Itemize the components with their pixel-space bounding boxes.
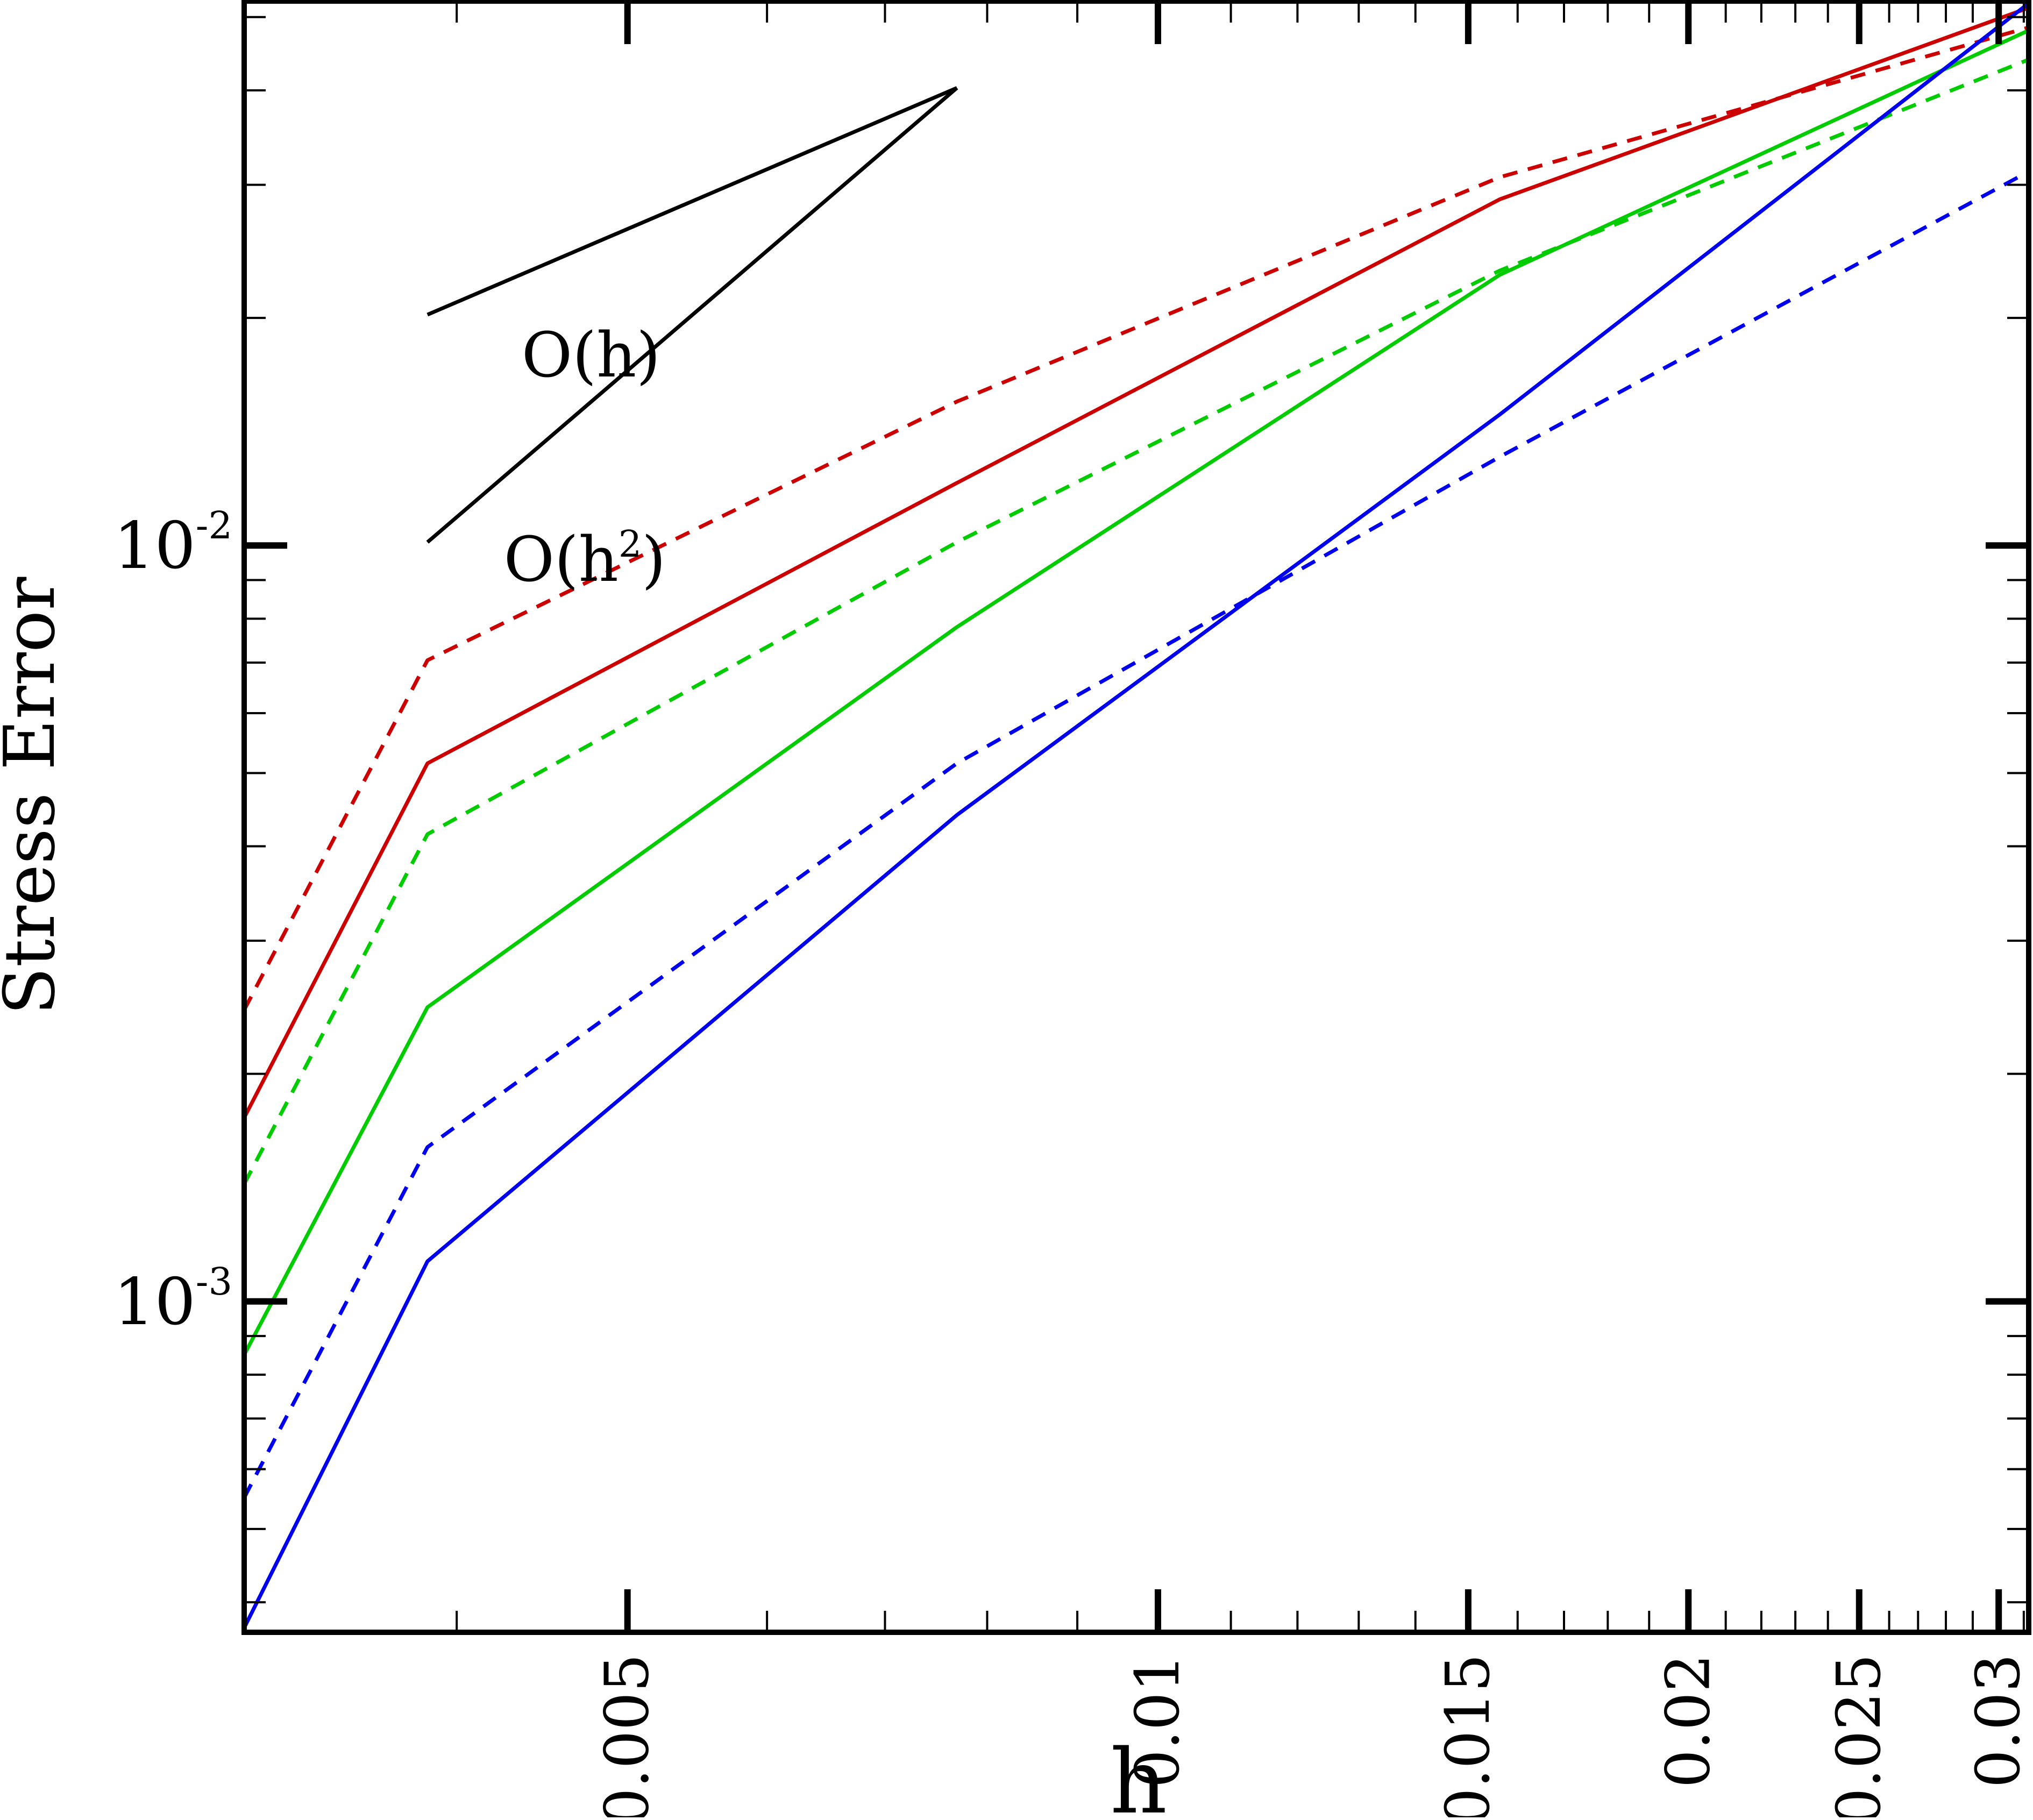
- plot-frame: [241, 0, 2031, 1635]
- reference-slopes: [426, 86, 958, 544]
- x-tick-label: 0.03: [1964, 1654, 2033, 1788]
- x-axis-label: h: [1110, 1730, 1167, 1817]
- x-tick-label: 0.025: [1824, 1654, 1894, 1817]
- x-tick-label: 0.02: [1653, 1654, 1723, 1788]
- tick-layer: 10-2 10-3 0.005 0.01 0.015 0.02 0.025 0.03: [113, 1, 2033, 1820]
- series-line-4-dashed: [244, 57, 2029, 1185]
- series-line-5-solid: [244, 1, 2029, 1629]
- slope-line-o-h: [426, 86, 958, 317]
- annotation-o-h2: O(h2): [504, 523, 666, 596]
- annotation-o-h2-exponent: 2: [619, 523, 642, 566]
- x-tick-label: 0.015: [1433, 1654, 1503, 1817]
- series-layer: [244, 1, 2029, 1629]
- annotation-o-h2-base: O(h: [504, 524, 619, 596]
- label-layer: Stress Error h O(h) O(h2): [0, 319, 1167, 1820]
- y-tick-label: 10-3: [113, 1260, 232, 1340]
- annotation-o-h: O(h): [522, 319, 660, 392]
- slope-line-o-h2: [426, 86, 958, 544]
- annotation-o-h2-suffix: ): [642, 524, 666, 596]
- y-axis-label: Stress Error: [0, 577, 70, 1015]
- series-line-3-solid: [244, 28, 2029, 1356]
- y-tick-label: 10-2: [113, 503, 232, 584]
- series-line-6-dashed: [244, 169, 2029, 1499]
- x-tick-label: 0.01: [1123, 1654, 1193, 1788]
- series-line-2-dashed: [244, 25, 2029, 1011]
- x-tick-label: 0.005: [593, 1654, 663, 1817]
- series-line-1-solid: [244, 5, 2029, 1119]
